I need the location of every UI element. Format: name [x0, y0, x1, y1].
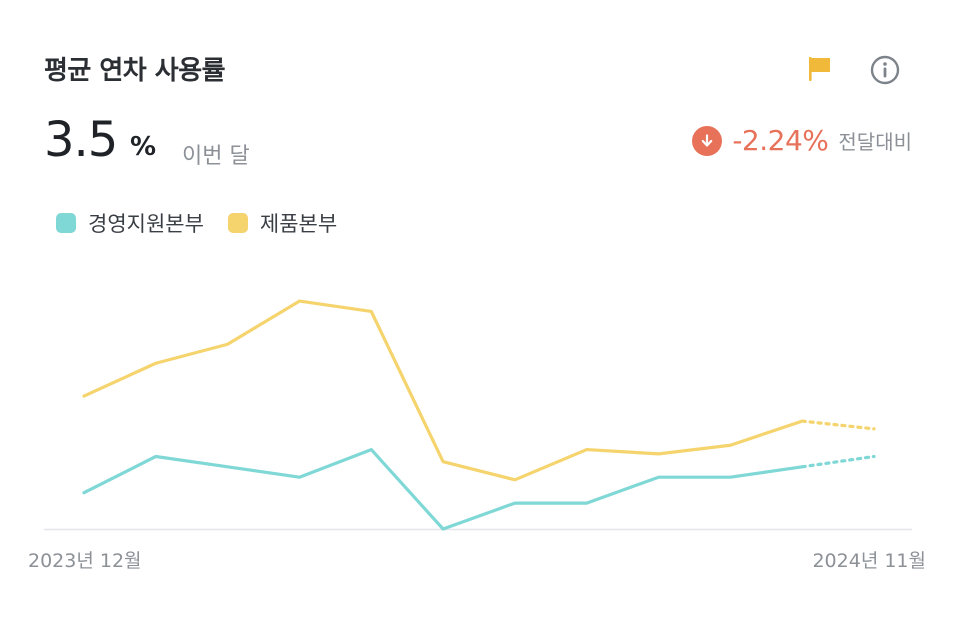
arrow-down-icon [692, 125, 723, 156]
metric-unit: % [130, 132, 157, 162]
chart-legend: 경영지원본부 제품본부 [56, 208, 337, 238]
change-indicator: -2.24% 전달대비 [692, 124, 912, 157]
info-icon[interactable] [869, 54, 901, 86]
legend-swatch [227, 213, 248, 233]
change-label: 전달대비 [838, 130, 912, 154]
series-line-2-projection [800, 419, 876, 431]
legend-item-series-2[interactable]: 제품본부 [227, 208, 338, 238]
metric-period: 이번 달 [182, 144, 250, 169]
x-tick-label-start: 2023년 12월 [28, 550, 142, 572]
legend-item-series-1[interactable]: 경영지원본부 [56, 208, 204, 238]
line-chart [44, 299, 912, 531]
series-line-1-projection [800, 454, 876, 469]
flag-icon[interactable] [806, 54, 834, 84]
legend-label: 제품본부 [259, 212, 338, 236]
change-value: -2.24% [732, 124, 829, 157]
series-line-2 [82, 299, 804, 482]
card-title: 평균 연차 사용률 [44, 56, 226, 86]
x-tick-label-end: 2024년 11월 [812, 550, 926, 572]
legend-label: 경영지원본부 [88, 212, 204, 236]
legend-swatch [56, 213, 76, 233]
metric-value: 3.5 [44, 112, 118, 168]
